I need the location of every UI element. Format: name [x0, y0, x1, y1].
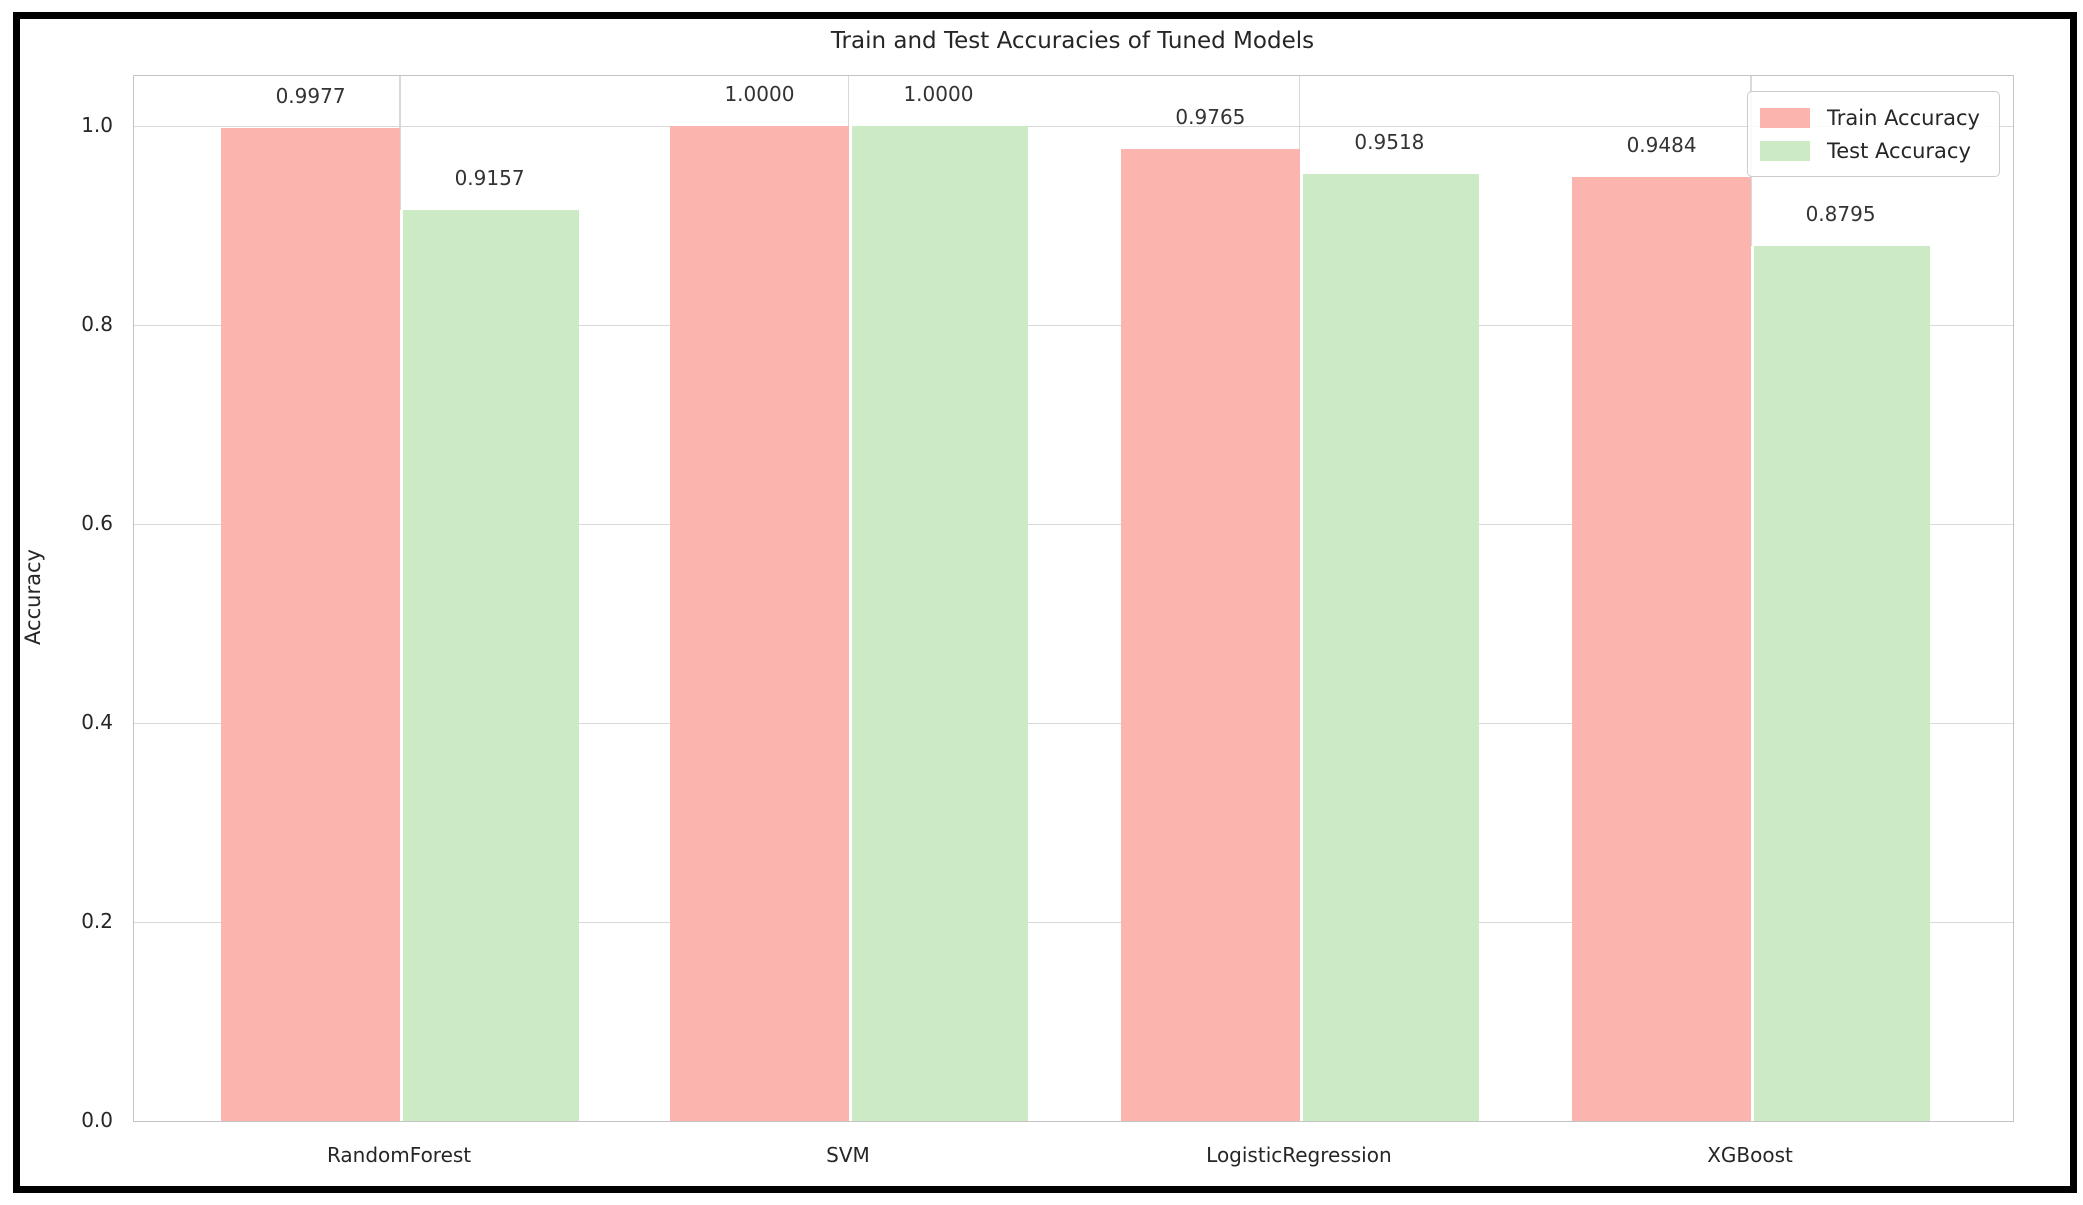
bar-train-accuracy-xgboost — [1572, 177, 1752, 1121]
grid-line-y-0.8 — [134, 324, 2013, 326]
legend-swatch-train-accuracy-icon — [1760, 107, 1810, 128]
grid-line-y-0.6 — [134, 523, 2013, 525]
value-label-train-accuracy-randomforest: 0.9977 — [275, 84, 346, 109]
value-label-train-accuracy-logisticregression: 0.9765 — [1175, 105, 1246, 130]
grid-line-y-0.4 — [134, 722, 2013, 724]
value-label-test-accuracy-xgboost: 0.8795 — [1805, 201, 1876, 226]
legend-item-train-accuracy: Train Accuracy — [1760, 101, 1987, 134]
bar-test-accuracy-randomforest — [400, 209, 580, 1121]
bar-train-accuracy-svm — [669, 126, 849, 1121]
legend-label-train-accuracy: Train Accuracy — [1827, 105, 1980, 130]
value-label-train-accuracy-svm: 1.0000 — [724, 82, 795, 106]
legend-label-test-accuracy: Test Accuracy — [1827, 138, 1971, 163]
y-tick-0.4: 0.4 — [81, 710, 113, 734]
y-axis-label: Accuracy — [21, 549, 45, 645]
y-tick-0.0: 0.0 — [81, 1108, 113, 1132]
value-label-test-accuracy-logisticregression: 0.9518 — [1354, 129, 1425, 154]
legend: Train Accuracy Test Accuracy — [1747, 91, 2000, 177]
legend-swatch-test-accuracy-icon — [1760, 140, 1810, 161]
chart-title: Train and Test Accuracies of Tuned Model… — [830, 28, 1315, 54]
y-tick-1.0: 1.0 — [81, 113, 113, 137]
x-tick-randomforest: RandomForest — [326, 1143, 472, 1167]
bar-train-accuracy-randomforest — [221, 128, 401, 1121]
bar-test-accuracy-xgboost — [1751, 245, 1931, 1121]
x-tick-xgboost: XGBoost — [1707, 1143, 1793, 1167]
y-tick-0.2: 0.2 — [81, 909, 113, 933]
bar-train-accuracy-logisticregression — [1120, 149, 1300, 1121]
bar-test-accuracy-svm — [848, 126, 1028, 1121]
value-label-test-accuracy-randomforest: 0.9157 — [454, 165, 525, 190]
x-tick-logisticregression: LogisticRegression — [1206, 1143, 1392, 1167]
x-tick-svm: SVM — [826, 1143, 870, 1167]
value-label-train-accuracy-xgboost: 0.9484 — [1626, 133, 1697, 158]
y-tick-0.6: 0.6 — [81, 511, 113, 535]
bar-test-accuracy-logisticregression — [1299, 173, 1479, 1121]
grid-line-y-0.2 — [134, 921, 2013, 923]
y-tick-0.8: 0.8 — [81, 312, 113, 336]
value-label-test-accuracy-svm: 1.0000 — [903, 82, 974, 106]
grid-line-y-1.0 — [134, 125, 2013, 127]
legend-item-test-accuracy: Test Accuracy — [1760, 134, 1987, 167]
plot-area: 0.9977 0.9157 1.0000 1.0000 0.9765 0.9518 0.94… — [133, 75, 2014, 1122]
